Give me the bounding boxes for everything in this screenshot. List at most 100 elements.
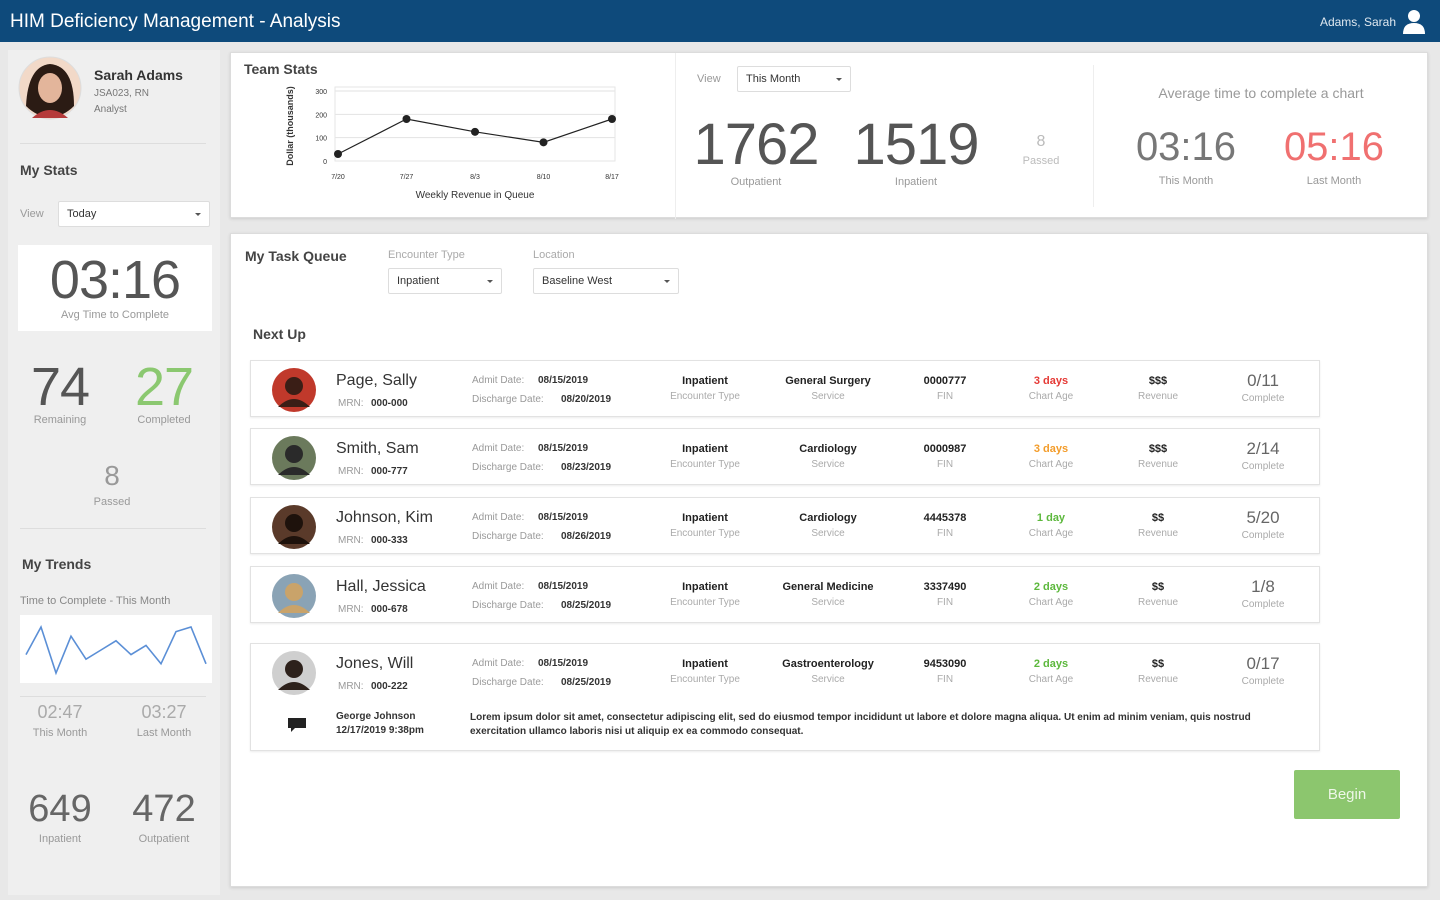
encounter: Inpatient (682, 512, 728, 524)
encounter: Inpatient (682, 375, 728, 387)
begin-button[interactable]: Begin (1294, 770, 1400, 819)
point (334, 150, 342, 158)
point (402, 115, 411, 123)
discharge-label: Discharge Date: (472, 394, 544, 405)
plot-frame (334, 86, 616, 162)
x-axis-label: Weekly Revenue in Queue (416, 190, 535, 201)
fin-label: FIN (936, 391, 954, 402)
team-stats-title: Team Stats (244, 61, 318, 77)
patient-avatar (272, 651, 316, 695)
point (539, 138, 548, 147)
service: Gastroenterology (782, 658, 874, 670)
admit-label: Admit Date: (472, 512, 525, 523)
trend-this-month: 02:47 (37, 702, 83, 722)
outpatient-total: 1762 (693, 112, 819, 177)
task-row[interactable]: Johnson, Kim MRN: 000-333 Admit Date: 08/15/… (250, 497, 1320, 554)
profile-id: JSA023, RN (94, 88, 150, 99)
mrn: 000-678 (371, 604, 408, 615)
y-tick-label: 300 (315, 89, 327, 96)
encounter-label: Encounter Type (670, 674, 740, 685)
divider (20, 528, 206, 529)
mrn-label: MRN: (338, 681, 364, 692)
complete: 0/11 (1247, 371, 1279, 390)
team-card: Team Stats Dollar (thousands) 0 100 200 300 7… (230, 52, 1428, 219)
remaining-label: Remaining (33, 414, 87, 426)
view-label: View (20, 208, 44, 220)
team-stats-chart: Dollar (thousands) 0 100 200 300 7/20 7/27 8/3 8… (285, 86, 619, 201)
location-select[interactable]: Baseline West (533, 268, 679, 294)
inpatient-label: Inpatient (38, 833, 82, 845)
view-select[interactable]: This Month (737, 66, 851, 92)
y-tick-label: 100 (315, 136, 327, 143)
x-tick-label: 7/20 (331, 174, 345, 181)
complete: 5/20 (1246, 508, 1280, 527)
app-header: HIM Deficiency Management - Analysis Ada… (0, 0, 1440, 42)
user-icon[interactable] (1402, 8, 1426, 34)
admit-label: Admit Date: (472, 658, 525, 669)
chart-age-label: Chart Age (1028, 674, 1074, 685)
next-up-title: Next Up (253, 326, 306, 342)
encounter-label: Encounter Type (670, 597, 740, 608)
admit-date: 08/15/2019 (538, 512, 589, 523)
user-name[interactable]: Adams, Sarah (1319, 15, 1396, 29)
service-label: Service (811, 597, 845, 608)
revenue-label: Revenue (1137, 597, 1179, 608)
mrn: 000-000 (371, 398, 408, 409)
encounter: Inpatient (682, 443, 728, 455)
encounter-label: Encounter Type (670, 528, 740, 539)
mrn: 000-777 (371, 466, 408, 477)
avg-last-month: 05:16 (1283, 125, 1385, 169)
task-row[interactable]: Page, Sally MRN: 000-000 Admit Date: 08/15/2… (250, 360, 1320, 417)
inpatient-total-label: Inpatient (894, 176, 938, 188)
mrn: 000-333 (371, 535, 408, 546)
revenue: $$$ (1148, 443, 1168, 455)
avg-time: 03:16 (49, 250, 181, 310)
complete-label: Complete (1241, 393, 1285, 404)
admit-date: 08/15/2019 (538, 375, 589, 386)
remaining: 74 (30, 357, 90, 417)
profile-name: Sarah Adams (94, 67, 183, 83)
revenue: $$ (1151, 658, 1165, 670)
revenue-label: Revenue (1137, 459, 1179, 470)
patient-avatar (272, 368, 316, 412)
revenue-label: Revenue (1137, 674, 1179, 685)
admit-label: Admit Date: (472, 375, 525, 386)
discharge-label: Discharge Date: (472, 600, 544, 611)
avg-last-month-label: Last Month (1306, 175, 1362, 187)
sparkline (25, 624, 207, 676)
location-label: Location (533, 249, 575, 261)
trend-last-month-label: Last Month (136, 727, 192, 739)
encounter-select[interactable]: Inpatient (388, 268, 502, 294)
task-row[interactable]: Hall, Jessica MRN: 000-678 Admit Date: 08/15… (250, 566, 1320, 623)
y-tick-label: 200 (315, 112, 327, 119)
completed: 27 (134, 357, 194, 417)
section-title: My Stats (20, 162, 78, 178)
x-tick-label: 7/27 (400, 174, 414, 181)
point (471, 127, 479, 136)
profile-avatar (18, 56, 82, 120)
avg-chart-title: Average time to complete a chart (1158, 85, 1364, 101)
admit-date: 08/15/2019 (538, 658, 589, 669)
chart-age-label: Chart Age (1028, 597, 1074, 608)
chart-age-label: Chart Age (1028, 391, 1074, 402)
passed: 8 (104, 460, 120, 491)
trend-subtitle: Time to Complete - This Month (20, 595, 171, 607)
x-tick-label: 8/10 (537, 174, 551, 181)
task-row[interactable]: Jones, Will MRN: 000-222 Admit Date: 08/15/2… (250, 643, 1320, 751)
chart-age: 1 day (1036, 512, 1066, 524)
divider (675, 53, 676, 219)
discharge-label: Discharge Date: (472, 677, 544, 688)
fin-label: FIN (936, 597, 954, 608)
view-select[interactable]: Today (58, 201, 210, 227)
avg-time-label: Avg Time to Complete (60, 309, 169, 321)
fin-label: FIN (936, 528, 954, 539)
discharge-date: 08/23/2019 (561, 462, 612, 473)
comment-date: 12/17/2019 9:38pm (336, 725, 424, 736)
fin: 4445378 (923, 512, 967, 524)
task-row[interactable]: Smith, Sam MRN: 000-777 Admit Date: 08/15/20… (250, 428, 1320, 485)
discharge-date: 08/25/2019 (561, 600, 612, 611)
mrn-label: MRN: (338, 535, 364, 546)
divider (20, 696, 206, 697)
chart-age: 2 days (1033, 658, 1069, 670)
